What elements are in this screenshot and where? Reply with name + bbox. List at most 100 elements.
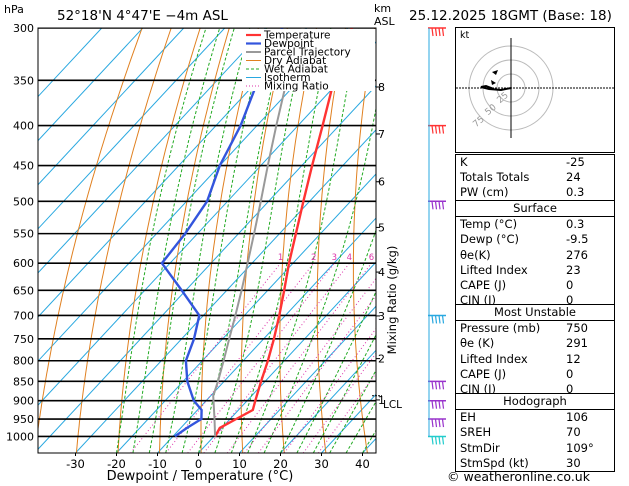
wet-adiabat-line [247, 28, 360, 453]
row-label: CIN (J) [460, 293, 497, 308]
table-row: Totals Totals 24 [456, 170, 614, 185]
isotherm-line [38, 28, 144, 142]
mixing-ratio-line [226, 262, 372, 453]
wind-barb-feather [431, 400, 434, 409]
wind-barb-feather [431, 418, 434, 428]
legend-isotherm: Isotherm [264, 72, 311, 84]
table-row: Temp (°C) 0.3 [456, 217, 614, 232]
wind-barb-feather [441, 201, 445, 210]
mixing-ratio-label: 4 [347, 253, 352, 263]
row-value: 0.3 [566, 217, 585, 232]
wind-barb-feather [434, 315, 438, 324]
row-label: StmSpd (kt) [460, 455, 529, 470]
km-tick-label: 2 [378, 353, 385, 366]
dry-adiabat-line [388, 28, 409, 453]
wind-barb-feather [434, 125, 438, 134]
hodograph-plot: kt 25 50 75 [456, 30, 614, 138]
row-label: StmDir [460, 440, 500, 455]
most-unstable-table: Most Unstable Pressure (mb) 750 θe (K) 291 Li… [455, 304, 615, 399]
wind-barb-feather [441, 125, 445, 134]
isotherm-line [157, 217, 376, 453]
km-tick-label: 8 [378, 81, 385, 94]
row-value: 0 [566, 277, 574, 292]
temp-tick-label: 30 [314, 457, 329, 471]
dry-adiabat-line [117, 28, 201, 453]
row-label: Lifted Index [460, 262, 528, 277]
surface-table: Surface Temp (°C) 0.3 Dewp (°C) -9.5 θe(K) 276… [455, 200, 615, 310]
table-row: Dewp (°C) -9.5 [456, 232, 614, 247]
mixing-ratio-label: 3 [332, 253, 337, 263]
pressure-tick-label: 950 [13, 413, 34, 426]
row-label: Pressure (mb) [460, 321, 541, 336]
row-value: 291 [566, 336, 588, 351]
mixing-ratio-axis-title: Mixing Ratio (g/kg) [385, 246, 399, 355]
wind-barb-feather [438, 315, 441, 324]
isotherm-line [38, 40, 376, 406]
mixing-ratio-line [257, 294, 376, 453]
row-label: Totals Totals [460, 170, 530, 185]
row-label: θe(K) [460, 247, 491, 262]
table-row: θe (K) 291 [456, 336, 614, 351]
wet-adiabat-line [165, 28, 251, 453]
row-label: Lifted Index [460, 351, 528, 366]
wind-barb-feather [434, 27, 438, 37]
wet-adiabat-line [132, 28, 221, 453]
table-row: Lifted Index 23 [456, 263, 614, 278]
wind-barb-feather [441, 418, 445, 428]
header-datetime: 25.12.2025 18GMT (Base: 18) [409, 8, 612, 24]
table-row: θe(K) 276 [456, 248, 614, 263]
isotherm-line [75, 129, 376, 453]
row-label: Temp (°C) [460, 217, 518, 232]
wind-barb-feather [434, 201, 438, 210]
hodograph-title: Hodograph [456, 394, 614, 411]
table-row: K -25 [456, 155, 614, 170]
pressure-tick-label: 850 [13, 375, 34, 388]
pressure-tick-label: 650 [13, 284, 34, 297]
row-label: CIN (J) [460, 381, 497, 396]
mixing-ratio-line [302, 352, 376, 453]
row-value: -25 [566, 155, 585, 169]
mixing-ratio-label: 2 [311, 253, 316, 263]
legend-dry-adiabat: Dry Adiabat [264, 55, 326, 67]
header-location: 52°18'N 4°47'E −4m ASL [57, 8, 228, 24]
dry-adiabat-line [316, 28, 346, 453]
wet-adiabat-line [116, 28, 207, 453]
wind-barb-feather [438, 381, 441, 390]
wind-barb-feather [438, 418, 441, 428]
km-tick-label: 6 [378, 176, 385, 189]
wet-adiabat-line [214, 28, 308, 453]
temp-tick-label: 40 [355, 457, 370, 471]
table-row: Lifted Index 12 [456, 352, 614, 367]
row-value: 0 [566, 381, 574, 396]
wind-barb-feather [434, 418, 438, 428]
row-value: 23 [566, 262, 581, 277]
row-label: Dewp (°C) [460, 232, 520, 247]
row-value: 276 [566, 247, 588, 262]
mixing-ratio-line [283, 327, 376, 453]
wind-barb-feather [441, 381, 445, 390]
pressure-unit-label: hPa [4, 3, 24, 16]
surface-title: Surface [456, 201, 614, 218]
table-row: StmSpd (kt) 30 [456, 456, 614, 471]
km-tick-label: 7 [378, 128, 385, 141]
row-value: 0 [566, 366, 574, 381]
wind-barb-feather [434, 436, 438, 445]
asl-unit-label: ASL [374, 15, 396, 28]
pressure-tick-label: 800 [13, 355, 34, 368]
hodograph-ring-50: 50 [483, 103, 498, 118]
wind-barb-feather [441, 27, 445, 37]
row-value: 24 [566, 170, 581, 185]
pressure-tick-label: 500 [13, 195, 34, 208]
wet-adiabat-line [148, 28, 235, 453]
legend: Temperature Dewpoint Parcel Trajectory D… [242, 29, 375, 93]
series-parcel-trajectory [212, 28, 304, 437]
pressure-tick-label: 750 [13, 333, 34, 346]
legend-parcel: Parcel Trajectory [264, 47, 351, 59]
wind-barb-feather [431, 436, 434, 445]
wind-barb-feather [431, 125, 434, 134]
dry-adiabat-line [38, 28, 143, 433]
isotherm-line [38, 28, 226, 230]
wind-barb-feather [434, 381, 438, 390]
wind-barb-feather [438, 436, 441, 445]
wind-barb-feather [434, 400, 438, 409]
